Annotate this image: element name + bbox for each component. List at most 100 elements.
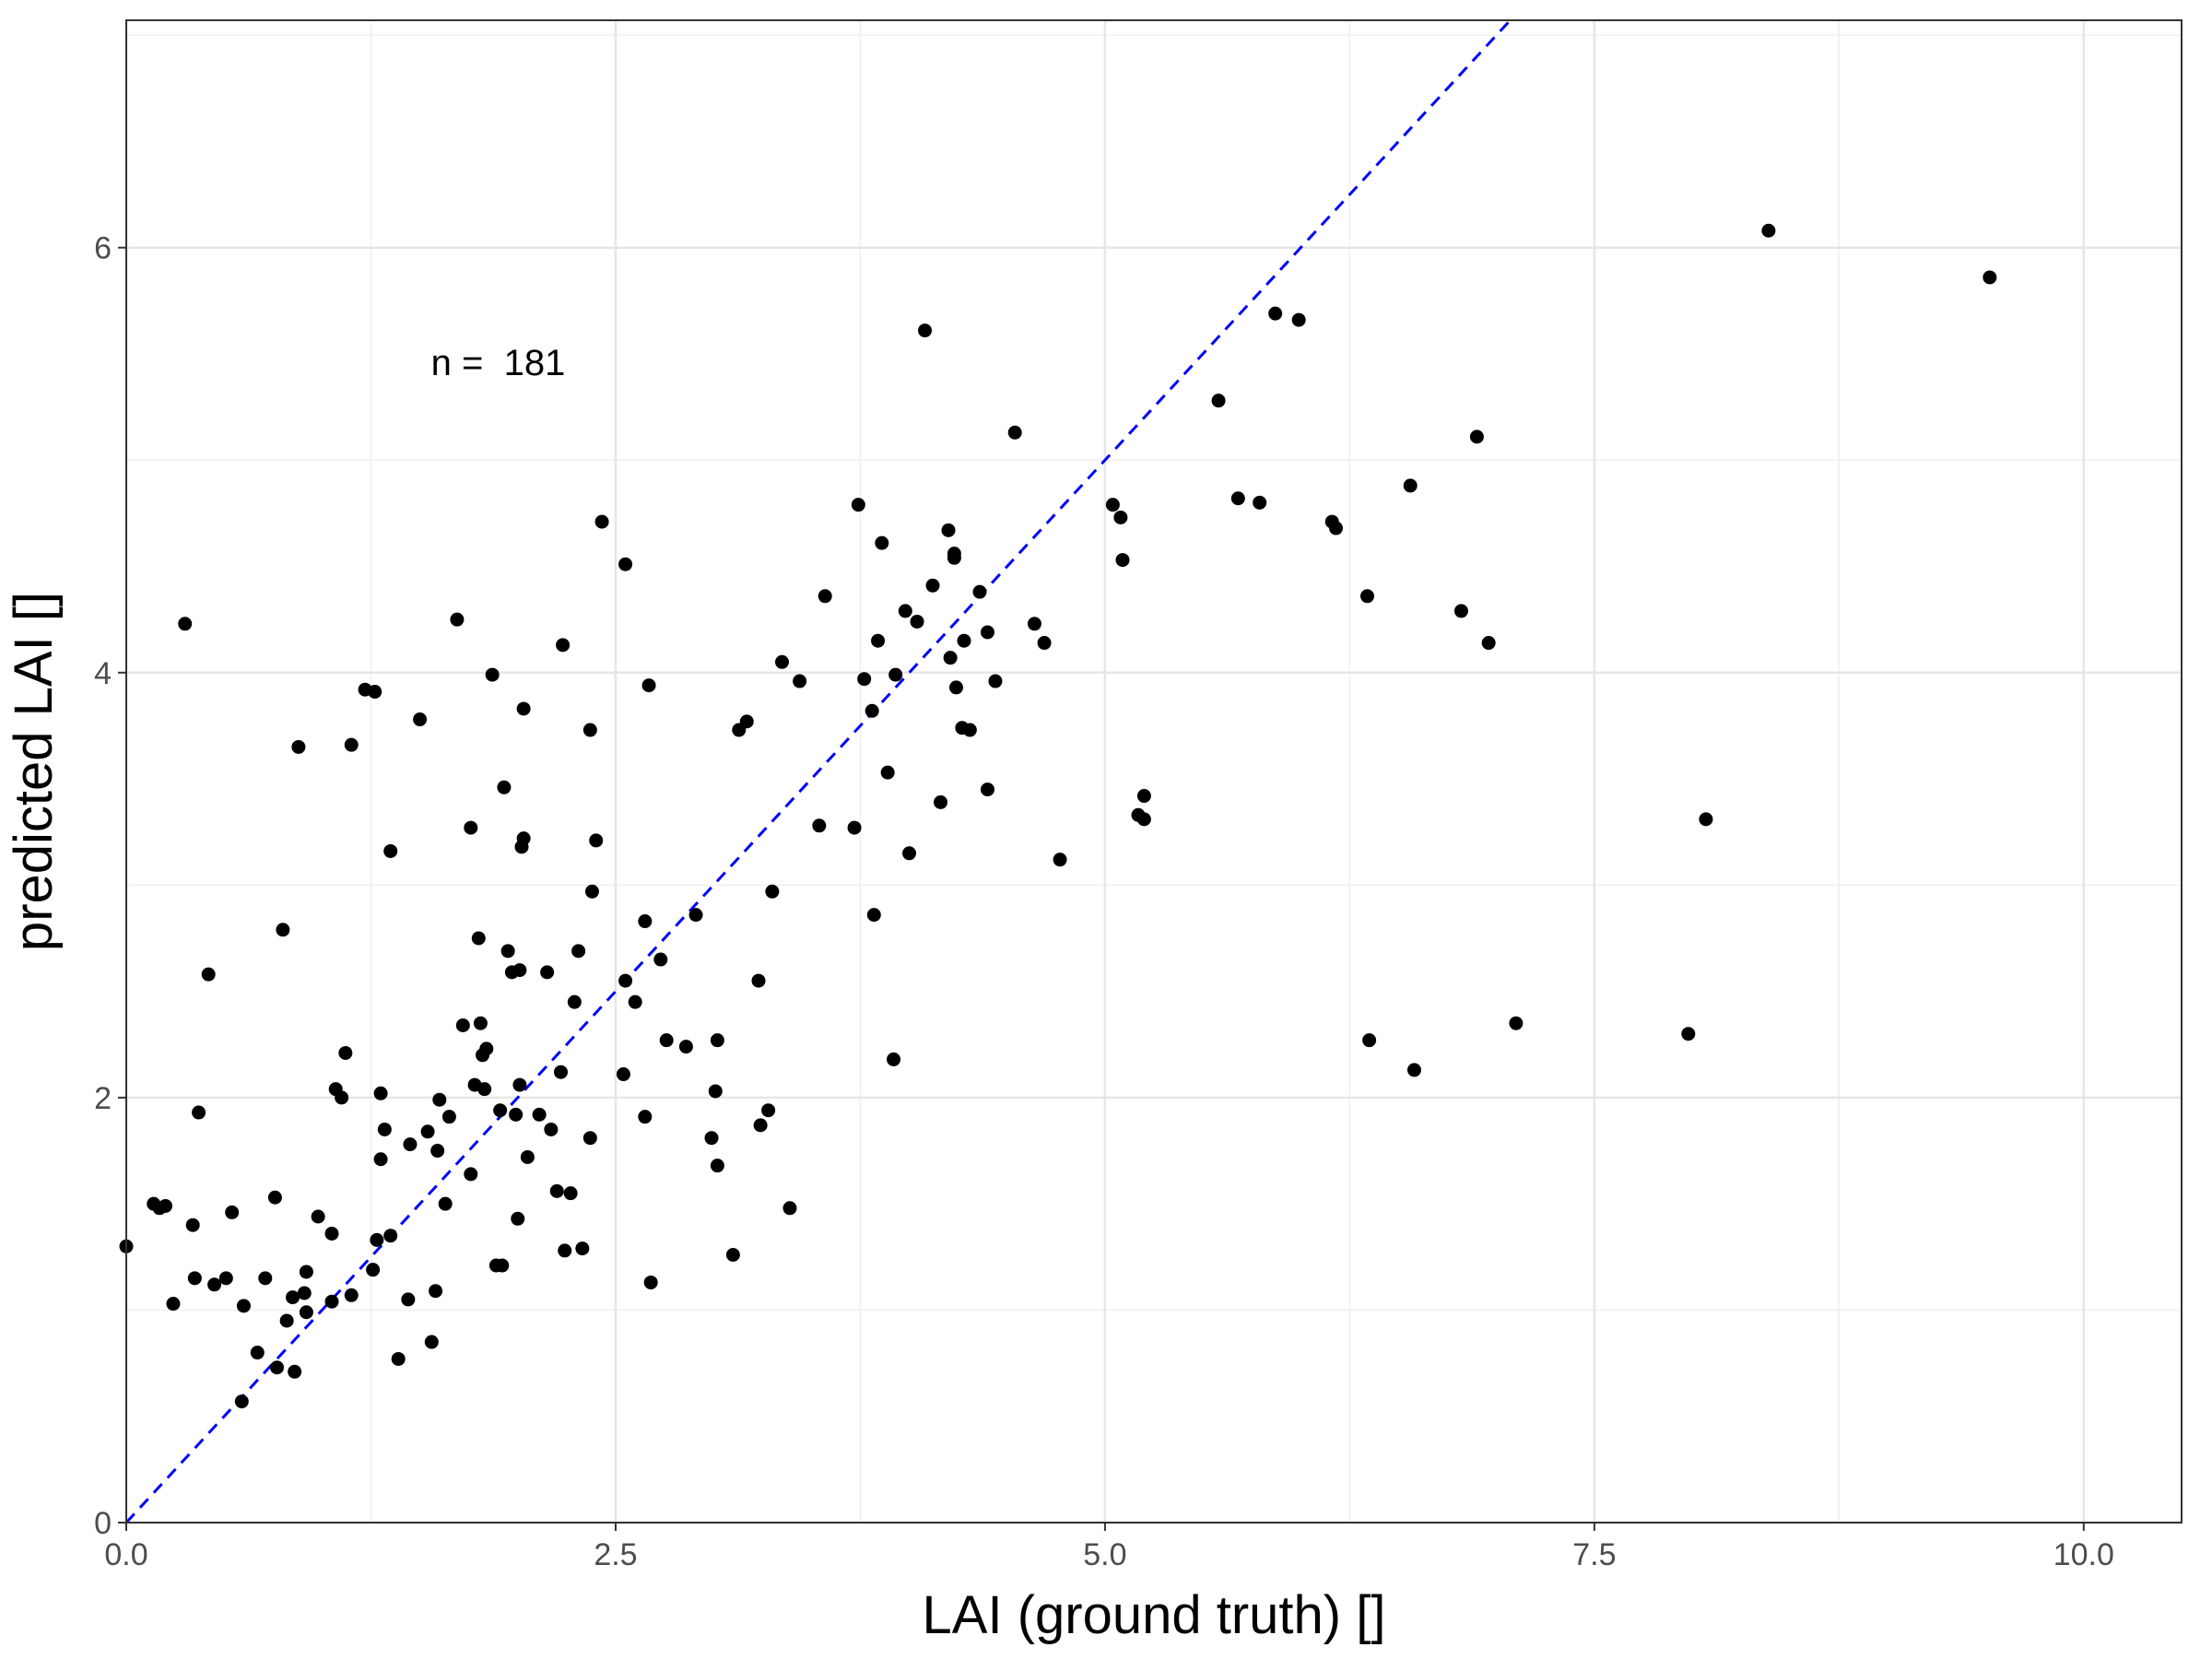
data-point xyxy=(584,884,599,899)
data-point xyxy=(368,685,382,700)
data-point xyxy=(338,1045,353,1060)
data-point xyxy=(373,1086,388,1100)
y-axis-title: predicted LAI [] xyxy=(4,592,64,951)
data-point xyxy=(1359,589,1374,604)
data-point xyxy=(659,1033,674,1048)
data-point xyxy=(1329,521,1344,535)
data-point xyxy=(344,737,359,752)
data-point xyxy=(708,1084,723,1099)
data-point xyxy=(549,1183,564,1198)
data-point xyxy=(880,765,895,780)
y-tick-labels: 0 2 4 6 xyxy=(94,231,112,1541)
data-point xyxy=(473,1016,488,1030)
data-point xyxy=(1211,394,1226,408)
data-point xyxy=(616,1067,630,1082)
data-point xyxy=(563,1186,578,1201)
data-point xyxy=(980,625,994,640)
data-point xyxy=(192,1105,206,1120)
data-point xyxy=(774,654,789,669)
data-point xyxy=(988,674,1003,688)
data-point xyxy=(751,973,766,988)
data-point xyxy=(324,1294,339,1309)
data-point xyxy=(1481,636,1496,651)
data-point xyxy=(1230,491,1245,506)
data-point xyxy=(464,1167,478,1182)
data-point xyxy=(366,1263,381,1277)
data-point xyxy=(1037,636,1052,651)
data-point xyxy=(258,1271,273,1286)
data-point xyxy=(972,584,987,599)
data-point xyxy=(898,604,912,618)
data-point xyxy=(455,1018,470,1033)
data-point xyxy=(1007,425,1022,440)
data-point xyxy=(1362,1033,1377,1048)
data-point xyxy=(493,1103,508,1118)
data-point xyxy=(1136,812,1151,827)
data-point xyxy=(812,818,827,833)
data-point xyxy=(218,1271,233,1286)
data-point xyxy=(638,914,653,929)
data-point xyxy=(1136,789,1151,804)
data-point xyxy=(567,994,582,1009)
identity-reference-line xyxy=(124,18,1512,1524)
data-point xyxy=(753,1118,768,1133)
data-point xyxy=(871,633,886,648)
data-point xyxy=(1699,812,1713,827)
data-point xyxy=(532,1107,547,1122)
data-point xyxy=(311,1209,325,1224)
data-point xyxy=(653,952,668,967)
data-point xyxy=(324,1226,339,1241)
data-points xyxy=(119,223,1997,1409)
x-tick-labels: 0.0 2.5 5.0 7.5 10.0 xyxy=(104,1537,2114,1572)
sample-size-annotation: n = 181 xyxy=(431,343,566,383)
data-point xyxy=(383,843,398,858)
x-tick-label: 10.0 xyxy=(2053,1537,2114,1572)
data-point xyxy=(641,678,656,693)
data-point xyxy=(710,1033,724,1048)
data-point xyxy=(516,831,531,846)
data-point xyxy=(628,994,642,1009)
data-point xyxy=(250,1346,265,1360)
data-point xyxy=(509,1107,524,1122)
data-point xyxy=(847,820,862,835)
data-point xyxy=(582,1131,597,1146)
data-point xyxy=(335,1090,349,1105)
data-point xyxy=(276,923,290,937)
data-point xyxy=(373,1152,388,1167)
data-point xyxy=(887,1052,901,1066)
data-point xyxy=(1113,510,1128,524)
data-point xyxy=(1268,306,1283,321)
data-point xyxy=(370,1232,384,1247)
data-point xyxy=(267,1190,282,1205)
data-point xyxy=(678,1040,693,1054)
data-point xyxy=(1406,1063,1421,1077)
data-point xyxy=(739,714,754,729)
y-tick-label: 0 xyxy=(94,1506,112,1541)
data-point xyxy=(450,612,465,627)
data-point xyxy=(962,723,977,737)
data-point xyxy=(980,782,994,797)
x-tick-label: 5.0 xyxy=(1083,1537,1126,1572)
data-point xyxy=(918,324,933,338)
data-point xyxy=(516,701,531,716)
data-point xyxy=(925,578,940,593)
data-point xyxy=(288,1364,302,1379)
data-point xyxy=(477,1082,492,1097)
data-point xyxy=(571,944,586,959)
data-point xyxy=(643,1275,658,1289)
data-point xyxy=(888,667,903,682)
data-point xyxy=(401,1292,416,1307)
data-point xyxy=(178,617,193,631)
data-point xyxy=(420,1124,435,1139)
data-point xyxy=(594,514,609,529)
data-point xyxy=(1053,853,1067,867)
data-point xyxy=(902,846,917,861)
data-point xyxy=(236,1299,251,1313)
data-point xyxy=(865,703,879,718)
data-point xyxy=(383,1229,398,1243)
data-point xyxy=(704,1131,719,1146)
data-point xyxy=(1253,495,1267,510)
data-point xyxy=(166,1297,181,1312)
plot-border xyxy=(125,19,2183,1524)
data-point xyxy=(495,1258,510,1273)
